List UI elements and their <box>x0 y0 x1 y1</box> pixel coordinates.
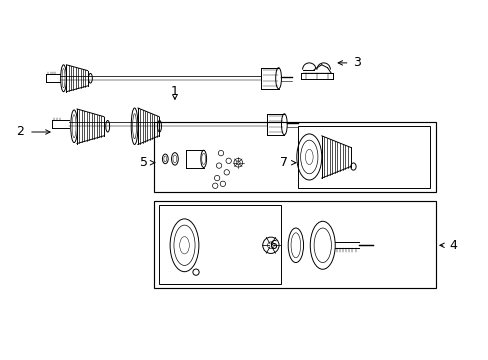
Bar <box>297 126 429 188</box>
Text: 2: 2 <box>17 126 24 139</box>
Text: 7: 7 <box>280 156 288 169</box>
Text: 6: 6 <box>268 239 276 252</box>
Text: 5: 5 <box>140 156 148 169</box>
Text: 3: 3 <box>353 57 361 69</box>
Text: 4: 4 <box>448 239 456 252</box>
Text: 1: 1 <box>171 85 179 98</box>
Bar <box>158 205 281 284</box>
Bar <box>153 122 435 192</box>
Bar <box>153 201 435 288</box>
